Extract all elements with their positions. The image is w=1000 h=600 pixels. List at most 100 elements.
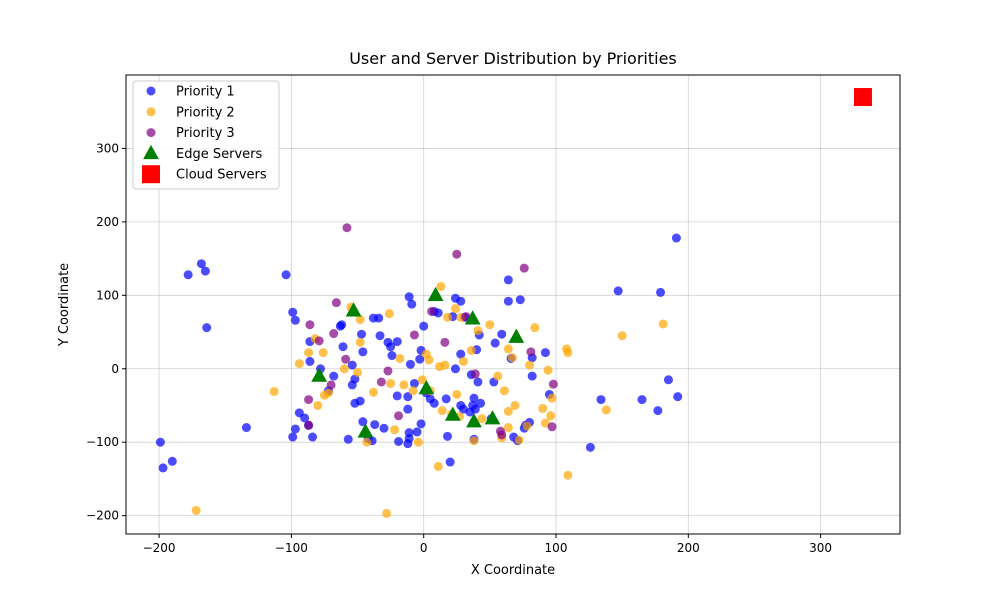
priority-1-point — [392, 337, 402, 347]
priority-1-point — [469, 393, 479, 403]
priority-2-point — [530, 323, 540, 333]
legend-label: Priority 2 — [176, 105, 235, 120]
edge-servers-point — [427, 286, 444, 302]
series-edge-servers — [311, 286, 525, 438]
priority-1-point — [671, 233, 681, 243]
priority-3-point — [329, 329, 339, 339]
priority-1-point — [585, 442, 595, 452]
axis-ticks: −200 −100 0 100 200 300 −200 −100 0 100 200 300 — [86, 141, 832, 555]
priority-2-point — [473, 326, 483, 336]
priority-3-point — [304, 395, 314, 405]
priority-2-point — [390, 425, 400, 435]
priority-1-point — [158, 463, 168, 473]
priority-1-point — [155, 437, 165, 447]
priority-1-point — [419, 321, 429, 331]
priority-2-point — [353, 367, 363, 377]
priority-1-point — [241, 423, 251, 433]
priority-2-point — [339, 364, 349, 374]
priority-1-point — [476, 398, 486, 408]
priority-2-point — [433, 461, 443, 471]
legend-marker-priority-3 — [146, 128, 156, 138]
priority-2-point — [485, 320, 495, 330]
priority-2-point — [503, 344, 513, 354]
legend-item-cloud-servers: Cloud Servers — [142, 165, 267, 184]
priority-2-point — [546, 411, 556, 421]
edge-servers-point — [357, 423, 374, 438]
priority-1-point — [338, 342, 348, 352]
priority-1-point — [290, 424, 300, 434]
priority-3-point — [519, 263, 529, 273]
priority-1-point — [305, 356, 315, 366]
priority-2-point — [440, 360, 450, 370]
priority-3-point — [547, 422, 557, 432]
priority-2-point — [540, 418, 550, 428]
priority-2-point — [191, 505, 201, 515]
priority-1-point — [392, 391, 402, 401]
priority-1-point — [196, 259, 206, 269]
priority-2-point — [563, 470, 573, 480]
priority-2-point — [538, 403, 548, 413]
priority-1-point — [290, 315, 300, 325]
priority-1-point — [416, 419, 426, 429]
priority-1-point — [183, 270, 193, 280]
priority-2-point — [318, 348, 328, 358]
priority-1-point — [456, 296, 466, 306]
priority-2-point — [269, 387, 279, 397]
priority-2-point — [499, 386, 509, 396]
legend-item-priority-1: Priority 1 — [146, 85, 235, 100]
x-tick-label: −200 — [143, 541, 176, 555]
priority-1-point — [503, 296, 513, 306]
legend-box — [132, 80, 280, 190]
priority-1-point — [329, 371, 339, 381]
priority-1-point — [412, 427, 422, 437]
priority-2-point — [477, 414, 487, 424]
priority-1-point — [347, 360, 357, 370]
priority-2-point — [547, 393, 557, 403]
priority-1-point — [394, 436, 404, 446]
legend-label: Edge Servers — [176, 147, 262, 162]
priority-3-point — [526, 347, 536, 357]
priority-2-point — [294, 359, 304, 369]
x-axis-title: X Coordinate — [471, 563, 555, 578]
y-tick-label: 300 — [96, 141, 119, 155]
priority-1-point — [404, 292, 414, 302]
priority-1-point — [490, 338, 500, 348]
priority-2-point — [617, 331, 627, 341]
priority-1-point — [403, 392, 413, 402]
priority-1-point — [450, 364, 460, 374]
priority-3-point — [427, 306, 437, 316]
priority-1-point — [167, 456, 177, 466]
series-priority-1 — [155, 233, 683, 473]
priority-3-point — [305, 320, 315, 330]
priority-1-point — [343, 434, 353, 444]
priority-2-point — [525, 360, 535, 370]
priority-1-point — [288, 307, 298, 317]
priority-2-point — [658, 319, 668, 329]
priority-3-point — [326, 380, 336, 390]
priority-1-point — [355, 396, 365, 406]
legend-item-priority-3: Priority 3 — [146, 126, 235, 141]
priority-1-point — [473, 377, 483, 387]
x-tick-label: −100 — [275, 541, 308, 555]
priority-1-point — [281, 270, 291, 280]
chart-title: User and Server Distribution by Prioriti… — [349, 49, 677, 68]
priority-2-point — [386, 378, 396, 388]
priority-1-point — [358, 347, 368, 357]
legend-label: Priority 1 — [176, 85, 235, 100]
priority-3-point — [497, 430, 507, 440]
legend-marker-cloud-servers — [142, 165, 160, 184]
priority-1-point — [200, 266, 210, 276]
edge-servers-point — [466, 413, 482, 428]
y-tick-label: −200 — [86, 509, 119, 523]
priority-1-point — [288, 432, 298, 442]
legend-label: Priority 3 — [176, 126, 235, 141]
priority-2-point — [355, 337, 365, 347]
y-tick-label: 0 — [111, 362, 119, 376]
priority-2-point — [355, 315, 365, 325]
priority-1-point — [370, 420, 380, 430]
priority-1-point — [443, 431, 453, 441]
series-cloud-servers — [853, 88, 872, 107]
priority-1-point — [202, 323, 212, 333]
priority-1-point — [386, 342, 396, 352]
